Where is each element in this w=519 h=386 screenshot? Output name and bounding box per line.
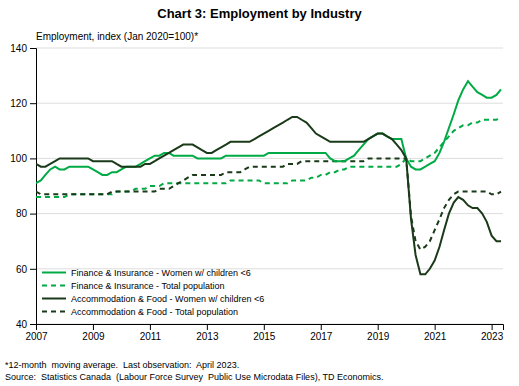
y-tick-label: 100 [10,153,27,164]
legend-label: Accommodation & Food - Total population [71,307,238,317]
x-tick-mark [378,324,379,330]
x-tick-label: 2023 [481,331,504,342]
x-tick: 2021 [424,324,447,342]
x-tick-mark [321,324,322,330]
annotation: *12-month moving average. Last observati… [5,360,239,370]
y-tick-mark [30,269,36,270]
y-tick: 40 [16,319,36,330]
legend-swatch [42,311,66,313]
y-tick: 120 [10,98,36,109]
x-tick-mark [207,324,208,330]
x-tick: 2011 [140,324,162,342]
lines [36,81,501,274]
annotation: Source: Statistics Canada (Labour Force … [5,372,383,382]
legend-item: Accommodation & Food - Women w/ children… [42,294,264,304]
x-tick-mark [492,324,493,330]
series-line [36,81,501,183]
grid-line [36,158,503,159]
y-tick-label: 120 [10,98,27,109]
x-axis: 2007 2009 2011 2013 2015 2017 2019 2021 2023 [25,324,503,342]
x-axis-line [37,325,504,331]
x-tick-mark [264,324,265,330]
legend-item: Finance & Insurance - Women w/ children … [42,268,251,278]
x-tick-mark [435,324,436,330]
y-tick-mark [30,214,36,215]
legend-swatch [42,272,66,274]
y-label: Employment, index (Jan 2020=100)* [36,31,198,42]
legend-swatch [42,285,66,287]
x-tick: 2023 [481,324,504,342]
y-axis: 40 60 80 100 120 140 [10,43,36,330]
x-tick-label: 2019 [367,331,390,342]
x-tick: 2017 [310,324,333,342]
y-tick-mark [30,103,36,104]
grid-line [36,213,503,214]
x-tick: 2013 [196,324,219,342]
x-tick: 2009 [82,324,105,342]
y-tick: 80 [16,208,36,219]
x-tick-label: 2013 [196,331,219,342]
x-tick: 2015 [253,324,276,342]
plot: 2007 2009 2011 2013 2015 2017 2019 2021 2023 40 60… [10,43,503,342]
legend-label: Accommodation & Food - Women w/ children… [71,294,264,304]
chart: Chart 3: Employment by Industry Employmen… [0,0,519,386]
y-tick-mark [30,48,36,49]
x-tick-label: 2011 [140,331,162,342]
grid-line [36,48,503,49]
y-tick-label: 80 [16,208,28,219]
x-tick: 2019 [367,324,390,342]
legend-item: Finance & Insurance - Total population [42,281,224,291]
y-tick-label: 140 [10,43,27,54]
grid [36,48,503,324]
y-tick-mark [30,324,36,325]
x-tick-label: 2021 [424,331,447,342]
y-tick: 60 [16,264,36,275]
y-tick-label: 40 [16,319,28,330]
series-line [36,158,501,249]
x-tick-label: 2015 [253,331,276,342]
legend-label: Finance & Insurance - Women w/ children … [71,268,251,278]
grid-line [36,103,503,104]
y-tick-mark [30,158,36,159]
x-tick-label: 2017 [310,331,333,342]
y-axis-line [30,49,37,325]
legend-item: Accommodation & Food - Total population [42,307,238,317]
x-tick-label: 2007 [25,331,48,342]
legend: Finance & Insurance - Women w/ children … [42,268,264,317]
x-tick-mark [150,324,151,330]
legend-swatch [42,298,66,300]
series-line [36,117,501,274]
legend-label: Finance & Insurance - Total population [71,281,224,291]
title: Chart 3: Employment by Industry [157,6,362,21]
series-line [36,117,501,197]
x-tick-label: 2009 [82,331,105,342]
x-tick-mark [93,324,94,330]
y-tick-label: 60 [16,264,28,275]
x-tick: 2007 [25,324,48,342]
y-tick: 100 [10,153,36,164]
y-tick: 140 [10,43,36,54]
